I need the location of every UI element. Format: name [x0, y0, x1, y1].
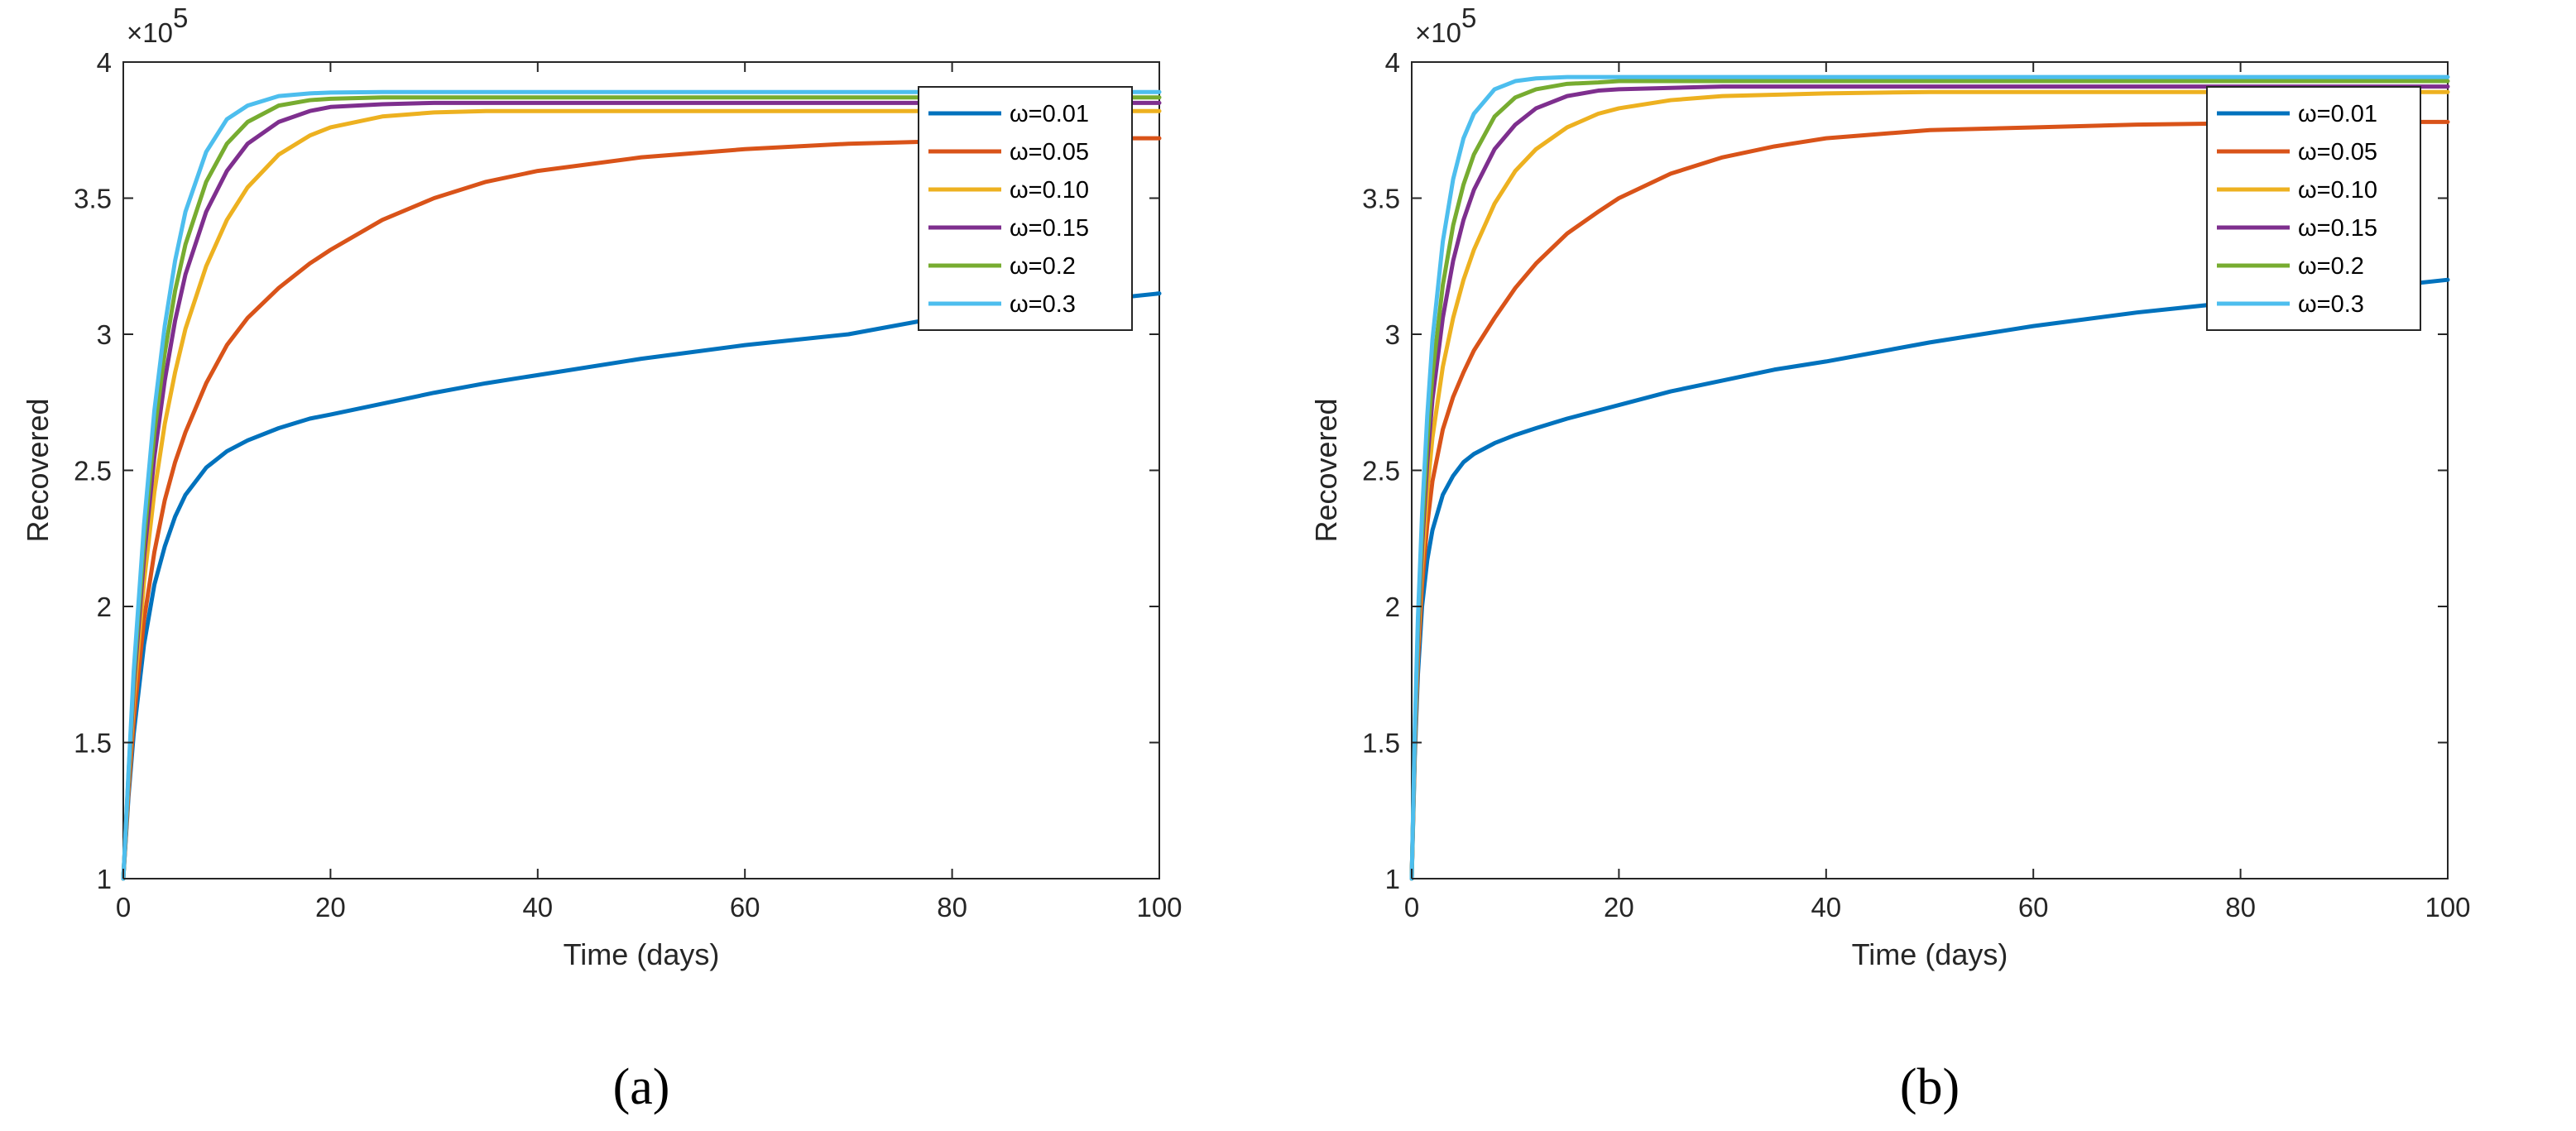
- y-tick-label: 3: [97, 319, 112, 350]
- x-axis-label: Time (days): [1852, 937, 2008, 971]
- x-axis-label: Time (days): [564, 937, 720, 971]
- chart-a: 0 20 40 60 80 100 1 1.5 2 2.5 3 3.5 4 ×10 5 Time (days)…: [21, 2, 1182, 1115]
- y-tick-label: 4: [1385, 47, 1400, 78]
- series-line-3: [121, 108, 1162, 881]
- y-axis-label: Recovered: [21, 398, 55, 542]
- y-tick-label: 1: [97, 864, 112, 894]
- series-line-3: [1409, 89, 2450, 881]
- legend-label-5: ω=0.2: [1010, 253, 1076, 280]
- legend-label-1: ω=0.01: [2298, 101, 2377, 127]
- legend-label-6: ω=0.3: [1010, 291, 1076, 318]
- y-tick-label: 3: [1385, 319, 1400, 350]
- legend-box: [918, 86, 1133, 331]
- legend-label-5: ω=0.2: [2298, 253, 2364, 280]
- x-tick-label: 20: [315, 892, 346, 923]
- x-tick-label: 20: [1604, 892, 1634, 923]
- panel-caption: (b): [1900, 1059, 1960, 1115]
- y-tick-label: 2.5: [74, 456, 112, 486]
- series-line-6: [121, 89, 1162, 881]
- y-tick-label: 2: [1385, 592, 1400, 622]
- legend-label-4: ω=0.15: [2298, 215, 2377, 242]
- legend: ω=0.01 ω=0.05 ω=0.10 ω=0.15 ω=0.2 ω=0.3: [918, 86, 1133, 331]
- x-tick-label: 80: [2225, 892, 2256, 923]
- series-group: [1409, 74, 2450, 881]
- y-tick-label: 2.5: [1362, 456, 1400, 486]
- y-tick-label: 1.5: [74, 728, 112, 759]
- x-tick-label: 0: [116, 892, 131, 923]
- legend-label-3: ω=0.10: [2298, 177, 2377, 204]
- x-tick-label: 60: [2018, 892, 2049, 923]
- legend-label-2: ω=0.05: [1010, 139, 1089, 165]
- y-axis-label: Recovered: [1309, 398, 1343, 542]
- x-tick-label: 100: [1136, 892, 1182, 923]
- series-line-1: [121, 291, 1162, 881]
- series-line-2: [1409, 119, 2450, 881]
- y-tick-label: 4: [97, 47, 112, 78]
- legend-label-4: ω=0.15: [1010, 215, 1089, 242]
- y-multiplier: ×10: [127, 17, 173, 48]
- chart-b: 0 20 40 60 80 100 1 1.5 2 2.5 3 3.5 4 ×10 5 Time (days)…: [1309, 2, 2471, 1115]
- legend-label-6: ω=0.3: [2298, 291, 2364, 318]
- x-tick-label: 100: [2425, 892, 2470, 923]
- chart-panel-b: 0 20 40 60 80 100 1 1.5 2 2.5 3 3.5 4 ×10 5 Time (days)…: [1288, 0, 2576, 1131]
- legend-label-3: ω=0.10: [1010, 177, 1089, 204]
- series-group: [121, 89, 1162, 881]
- y-tick-label: 1: [1385, 864, 1400, 894]
- series-line-1: [1409, 277, 2450, 881]
- series-line-6: [1409, 74, 2450, 881]
- y-tick-label: 3.5: [1362, 184, 1400, 214]
- x-tick-label: 0: [1404, 892, 1419, 923]
- series-line-2: [121, 136, 1162, 881]
- y-tick-label: 1.5: [1362, 728, 1400, 759]
- y-multiplier: ×10: [1415, 17, 1461, 48]
- legend-label-1: ω=0.01: [1010, 101, 1089, 127]
- series-line-4: [121, 100, 1162, 881]
- x-tick-label: 40: [1811, 892, 1841, 923]
- x-tick-label: 40: [522, 892, 553, 923]
- x-tick-label: 80: [937, 892, 967, 923]
- y-exponent: 5: [1461, 2, 1476, 33]
- y-tick-label: 2: [97, 592, 112, 622]
- x-tick-label: 60: [730, 892, 760, 923]
- y-tick-label: 3.5: [74, 184, 112, 214]
- legend: ω=0.01 ω=0.05 ω=0.10 ω=0.15 ω=0.2 ω=0.3: [2206, 86, 2421, 331]
- chart-panel-a: 0 20 40 60 80 100 1 1.5 2 2.5 3 3.5 4 ×10 5 Time (days)…: [21, 2, 1182, 1115]
- legend-box: [2206, 86, 2421, 331]
- panel-caption: (a): [613, 1059, 670, 1115]
- y-exponent: 5: [173, 2, 188, 33]
- legend-label-2: ω=0.05: [2298, 139, 2377, 165]
